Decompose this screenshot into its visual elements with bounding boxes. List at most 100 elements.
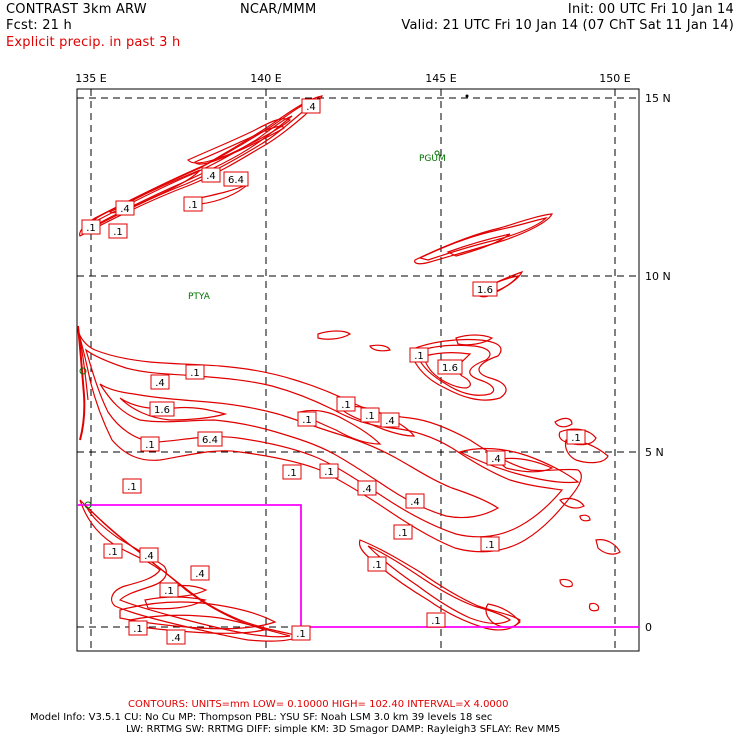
contour-label: .4 [380,412,400,428]
contour-label-text: .1 [145,440,155,451]
contour-label: .4 [166,629,186,645]
contour-label: .1 [140,436,160,452]
field-title: Explicit precip. in past 3 h [6,35,181,50]
contour-label-box [360,407,380,423]
contour-label-box [149,401,175,417]
contour-label-box [103,543,123,559]
lat-label-5n: 5 N [645,446,664,459]
contour-label-text: .1 [302,415,312,426]
contour-label-text: 1.6 [477,285,493,296]
contour-label: .4 [486,450,506,466]
contour-label-text: .1 [133,624,143,635]
domain-box [77,504,639,628]
contour-label: 1.6 [472,281,498,297]
contour-label: .1 [360,407,380,423]
contour-label-box [140,436,160,452]
contour-label-box [139,547,159,563]
map-frame [76,88,640,652]
station-pgum-label: PGUM [419,154,446,164]
contour-label-text: .1 [431,616,441,627]
contour-label: 6.4 [197,431,223,447]
contour-label-text: .1 [188,200,198,211]
contour-label-box [426,612,446,628]
lon-label-145e: 145 E [425,72,456,85]
contour-label-box [367,556,387,572]
contour-label-box [190,565,210,581]
contour-label-box [291,625,311,641]
contour-label: .4 [150,374,170,390]
contour-label-box [319,463,339,479]
contour-label-box [301,98,321,114]
contour-label-box [393,524,413,540]
lat-label-10n: 10 N [645,270,671,283]
contour-label-box [297,411,317,427]
contour-label: .1 [108,223,128,239]
contour-label-box [166,629,186,645]
contour-label-box [108,223,128,239]
contour-label-box [380,412,400,428]
contour-label: .1 [81,219,101,235]
contour-label-box [472,281,498,297]
contour-label: .1 [336,396,356,412]
contour-label-box [409,347,429,363]
contour-label-text: .4 [206,171,216,182]
contour-label: .1 [297,411,317,427]
contour-band-southwest [79,499,302,642]
contour-label-text: .1 [287,468,297,479]
contour-label-box [183,196,203,212]
contour-label-text: .1 [372,560,382,571]
lat-label-15n: 15 N [645,92,671,105]
contour-label: 1.6 [149,401,175,417]
forecast-hour: Fcst: 21 h [6,18,72,33]
contour-label: 6.4 [223,171,249,187]
contour-band-westcoast [77,325,89,441]
contour-band-central [317,330,609,464]
station-north-marker [465,94,469,98]
contour-label-box [566,429,586,445]
contour-label: .1 [159,582,179,598]
contour-label-box [357,480,377,496]
lon-label-140e: 140 E [250,72,281,85]
station-pgum-marker [434,150,440,156]
precip-contours [77,95,621,642]
contour-label: .1 [122,478,142,494]
contour-label: .1 [319,463,339,479]
contour-label-box [282,464,302,480]
contour-label: .1 [183,196,203,212]
contour-label-text: .1 [365,411,375,422]
contour-label-text: .1 [398,528,408,539]
contour-label: .1 [566,429,586,445]
contour-label: .4 [201,167,221,183]
contour-label-text: .4 [306,102,316,113]
contour-label-text: .1 [164,586,174,597]
lon-label-135e: 135 E [75,72,106,85]
station-markers: PGUM PTYA [79,94,469,509]
contour-label-text: .4 [155,378,165,389]
contour-label-text: .4 [385,416,395,427]
station-west-marker [79,367,87,375]
contour-label: .1 [185,364,205,380]
station-sw-marker [84,501,92,509]
contour-label-box [115,200,135,216]
contour-label-text: .4 [362,484,372,495]
contour-label-box [405,493,425,509]
contour-label-text: .1 [113,227,123,238]
contour-label: .1 [426,612,446,628]
contour-label-text: .4 [171,633,181,644]
contour-label-text: .4 [120,204,130,215]
contour-label-text: .1 [571,433,581,444]
lat-label-0: 0 [645,621,652,634]
center-title: NCAR/MMM [240,2,317,17]
contour-label-box [480,536,500,552]
contour-label-text: .1 [341,400,351,411]
contour-label-text: 6.4 [228,175,244,186]
valid-time: Valid: 21 UTC Fri 10 Jan 14 (07 ChT Sat … [401,18,734,33]
contour-label-text: .1 [108,547,118,558]
contour-label: .4 [301,98,321,114]
contour-label-box [81,219,101,235]
contour-label: .1 [282,464,302,480]
contour-label: .4 [190,565,210,581]
contour-label-box [122,478,142,494]
contour-label-text: .4 [195,569,205,580]
